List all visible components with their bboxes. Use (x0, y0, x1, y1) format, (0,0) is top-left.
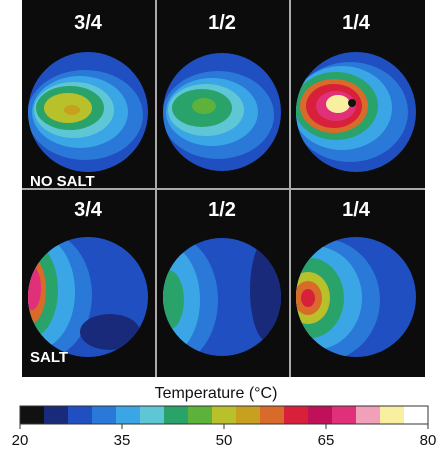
panel-label: 1/2 (208, 199, 236, 221)
colorbar-segment (20, 406, 45, 424)
colorbar-segment (68, 406, 93, 424)
tick-label: 35 (114, 432, 131, 449)
colorbar-segment (44, 406, 69, 424)
colorbar-segment (308, 406, 333, 424)
colorbar-segment (92, 406, 117, 424)
panel-label: 1/2 (208, 12, 236, 34)
figure: 3/4 1/2 1/4 3/4 1/2 1/4 NO SALT SALT Tem… (0, 0, 447, 453)
colorbar-title: Temperature (°C) (155, 385, 278, 402)
colorbar-segment (284, 406, 309, 424)
row-label: SALT (30, 349, 68, 366)
colorbar-segment (212, 406, 237, 424)
panel-label: 1/4 (342, 199, 371, 221)
colorbar-segment (380, 406, 405, 424)
colorbar-segment (236, 406, 261, 424)
tick-label: 80 (420, 432, 437, 449)
colorbar-segment (404, 406, 429, 424)
colorbar-segment (332, 406, 357, 424)
panel-label: 3/4 (74, 199, 103, 221)
row-label: NO SALT (30, 173, 95, 190)
colorbar-segment (356, 406, 381, 424)
panel-label: 3/4 (74, 12, 103, 34)
tick-label: 20 (12, 432, 29, 449)
tick-label: 65 (318, 432, 335, 449)
panel-label: 1/4 (342, 12, 371, 34)
colorbar-segment (140, 406, 165, 424)
tick-label: 50 (216, 432, 233, 449)
colorbar: 20 35 50 65 80 (12, 406, 437, 449)
colorbar-segment (188, 406, 213, 424)
colorbar-segment (260, 406, 285, 424)
colorbar-segment (164, 406, 189, 424)
colorbar-segment (116, 406, 141, 424)
